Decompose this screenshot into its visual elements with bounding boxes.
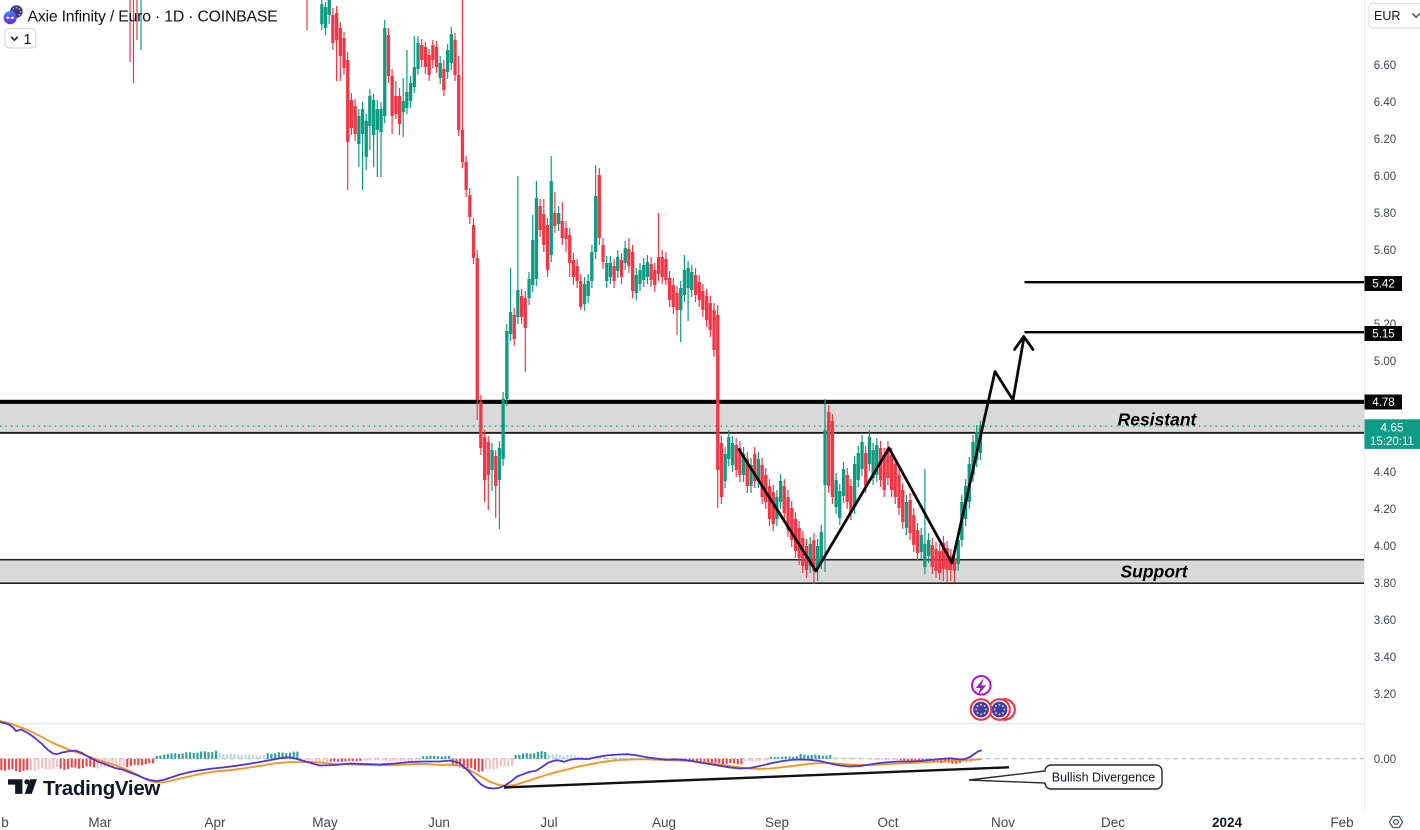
svg-text:3.20: 3.20 [1374,689,1396,701]
svg-text:6.40: 6.40 [1374,97,1396,109]
svg-text:b: b [1,815,9,830]
svg-text:Jun: Jun [428,815,450,830]
svg-text:6.20: 6.20 [1374,134,1396,146]
svg-text:4.65: 4.65 [1380,421,1404,435]
svg-text:EUR: EUR [1374,9,1400,23]
svg-text:Oct: Oct [877,815,898,830]
svg-text:1: 1 [24,32,32,48]
svg-text:5.15: 5.15 [1372,329,1394,341]
svg-text:Bullish Divergence: Bullish Divergence [1052,771,1156,785]
svg-text:Jul: Jul [540,815,557,830]
svg-text:6.00: 6.00 [1374,171,1396,183]
svg-text:Axie Infinity / Euro · 1D · CO: Axie Infinity / Euro · 1D · COINBASE [28,9,278,26]
svg-text:Apr: Apr [204,815,226,830]
svg-text:0.00: 0.00 [1374,754,1396,766]
svg-text:6.60: 6.60 [1374,60,1396,72]
svg-text:Mar: Mar [88,815,112,830]
svg-text:Dec: Dec [1101,815,1125,830]
svg-text:4.78: 4.78 [1372,397,1394,409]
svg-text:2024: 2024 [1212,815,1243,830]
svg-text:May: May [312,815,338,830]
svg-text:Sep: Sep [765,815,789,830]
svg-text:Nov: Nov [991,815,1015,830]
svg-text:5.42: 5.42 [1372,279,1394,291]
svg-text:5.60: 5.60 [1374,245,1396,257]
svg-text:3.80: 3.80 [1374,578,1396,590]
svg-text:15:20:11: 15:20:11 [1370,436,1414,448]
svg-text:TradingView: TradingView [43,777,160,800]
svg-text:5.00: 5.00 [1374,356,1396,368]
svg-text:3.60: 3.60 [1374,615,1396,627]
svg-text:4.40: 4.40 [1374,467,1396,479]
svg-text:4.00: 4.00 [1374,541,1396,553]
svg-text:3.40: 3.40 [1374,652,1396,664]
svg-text:Support: Support [1120,562,1188,582]
svg-text:5.80: 5.80 [1374,208,1396,220]
svg-text:Aug: Aug [652,815,676,830]
svg-text:Resistant: Resistant [1118,410,1198,430]
svg-text:4.20: 4.20 [1374,504,1396,516]
svg-text:Feb: Feb [1330,815,1353,830]
